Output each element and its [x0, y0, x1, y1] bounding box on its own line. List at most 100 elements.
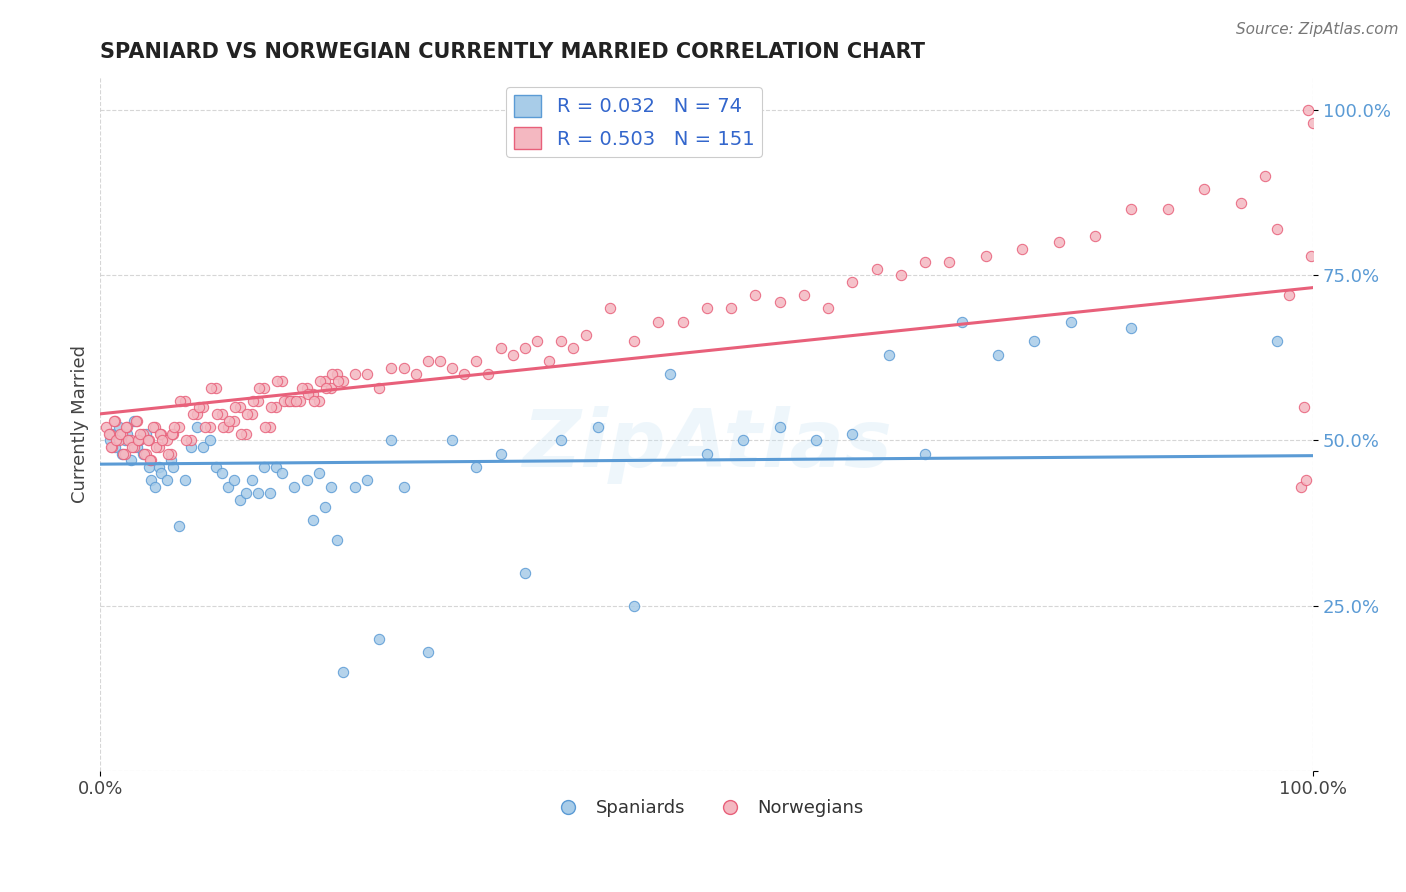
Point — [254, 420, 277, 434]
Point — [101, 426, 124, 441]
Point — [253, 381, 276, 395]
Point — [987, 348, 1010, 362]
Point — [914, 447, 936, 461]
Point — [222, 473, 245, 487]
Point — [1289, 480, 1312, 494]
Point — [103, 414, 125, 428]
Point — [380, 434, 402, 448]
Point — [319, 480, 342, 494]
Point — [733, 434, 755, 448]
Point — [1302, 116, 1324, 130]
Point — [291, 381, 314, 395]
Point — [114, 447, 136, 461]
Point — [242, 393, 264, 408]
Point — [169, 393, 191, 408]
Point — [138, 459, 160, 474]
Point — [321, 368, 343, 382]
Point — [247, 486, 270, 500]
Point — [309, 374, 332, 388]
Point — [308, 467, 330, 481]
Point — [180, 434, 202, 448]
Point — [96, 420, 118, 434]
Point — [513, 341, 536, 355]
Legend: Spaniards, Norwegians: Spaniards, Norwegians — [543, 791, 870, 824]
Point — [236, 407, 259, 421]
Point — [950, 315, 973, 329]
Point — [259, 486, 281, 500]
Point — [211, 407, 233, 421]
Point — [167, 420, 190, 434]
Point — [150, 434, 173, 448]
Point — [744, 288, 766, 302]
Point — [368, 381, 391, 395]
Point — [1278, 288, 1301, 302]
Point — [129, 426, 152, 441]
Point — [623, 599, 645, 613]
Point — [135, 447, 157, 461]
Point — [1298, 103, 1320, 118]
Point — [105, 434, 128, 448]
Point — [550, 434, 572, 448]
Point — [159, 447, 181, 461]
Point — [315, 381, 337, 395]
Point — [120, 434, 142, 448]
Point — [453, 368, 475, 382]
Point — [1157, 202, 1180, 217]
Point — [112, 447, 135, 461]
Point — [720, 301, 742, 316]
Point — [115, 426, 138, 441]
Point — [465, 354, 488, 368]
Point — [136, 434, 159, 448]
Point — [150, 426, 173, 441]
Point — [218, 414, 240, 428]
Point — [308, 393, 330, 408]
Point — [277, 393, 299, 408]
Point — [301, 387, 323, 401]
Text: ZipAtlas: ZipAtlas — [522, 406, 891, 483]
Point — [1084, 228, 1107, 243]
Point — [974, 248, 997, 262]
Point — [229, 401, 252, 415]
Point — [1060, 315, 1083, 329]
Point — [264, 401, 287, 415]
Point — [326, 368, 349, 382]
Point — [107, 434, 129, 448]
Point — [124, 440, 146, 454]
Point — [200, 381, 222, 395]
Point — [100, 440, 122, 454]
Point — [124, 414, 146, 428]
Point — [332, 374, 354, 388]
Point — [143, 420, 166, 434]
Point — [489, 447, 512, 461]
Point — [193, 440, 215, 454]
Point — [135, 426, 157, 441]
Point — [319, 381, 342, 395]
Point — [696, 447, 718, 461]
Point — [314, 500, 336, 514]
Point — [148, 459, 170, 474]
Point — [217, 480, 239, 494]
Point — [326, 374, 349, 388]
Point — [793, 288, 815, 302]
Point — [586, 420, 609, 434]
Point — [212, 420, 235, 434]
Point — [1299, 248, 1322, 262]
Point — [416, 645, 439, 659]
Point — [273, 393, 295, 408]
Point — [159, 453, 181, 467]
Point — [138, 434, 160, 448]
Point — [441, 360, 464, 375]
Point — [247, 381, 270, 395]
Point — [205, 407, 228, 421]
Point — [489, 341, 512, 355]
Point — [271, 467, 294, 481]
Point — [117, 434, 139, 448]
Point — [163, 420, 186, 434]
Point — [156, 473, 179, 487]
Point — [115, 420, 138, 434]
Point — [526, 334, 548, 349]
Point — [295, 381, 318, 395]
Point — [1047, 235, 1070, 250]
Point — [1292, 401, 1315, 415]
Point — [162, 426, 184, 441]
